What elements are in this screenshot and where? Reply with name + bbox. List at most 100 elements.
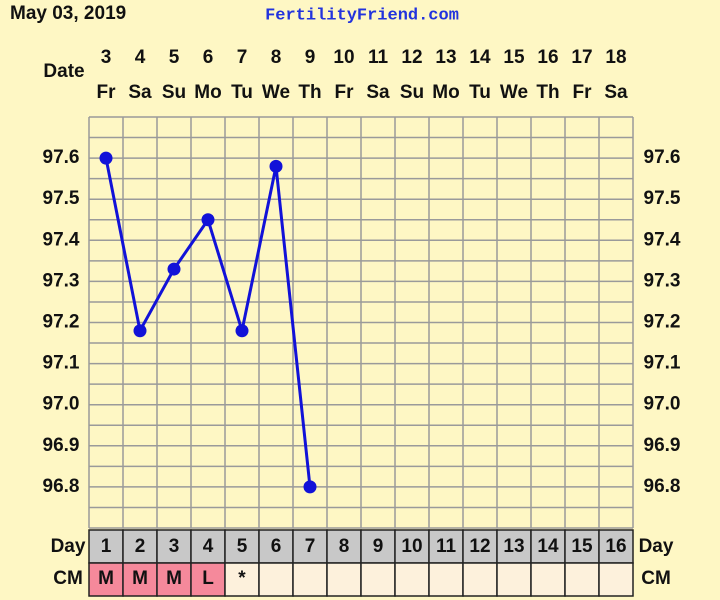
- day-number: 5: [237, 536, 248, 557]
- weekday-label: Sa: [604, 82, 628, 103]
- cm-cell: [428, 562, 464, 597]
- day-cell: [122, 529, 158, 564]
- day-number: 6: [271, 536, 282, 557]
- date-label: 17: [571, 47, 592, 68]
- cm-cell: [224, 562, 260, 597]
- day-label: Day: [639, 536, 674, 557]
- temperature-point: [201, 213, 215, 227]
- day-number: 9: [373, 536, 384, 557]
- cm-value: *: [238, 568, 246, 589]
- y-tick-label: 97.0: [43, 394, 80, 415]
- y-tick-label: 97.5: [644, 188, 681, 209]
- weekday-label: Mo: [432, 82, 459, 103]
- weekday-label: Tu: [469, 82, 491, 103]
- cm-cell: [258, 562, 294, 597]
- y-tick-label: 96.8: [43, 476, 80, 497]
- weekday-label: Tu: [231, 82, 253, 103]
- chart-title: May 03, 2019: [10, 3, 126, 24]
- day-number: 12: [469, 536, 490, 557]
- weekday-label: Su: [162, 82, 186, 103]
- date-label: 10: [333, 47, 354, 68]
- weekday-label: Sa: [366, 82, 390, 103]
- cm-value: M: [98, 568, 114, 589]
- weekday-label: Th: [298, 82, 321, 103]
- y-tick-label: 97.3: [43, 270, 80, 291]
- date-label: 3: [101, 47, 112, 68]
- y-tick-label: 96.9: [43, 435, 80, 456]
- date-label: 5: [169, 47, 180, 68]
- weekday-label: Fr: [573, 82, 593, 103]
- cm-label: CM: [641, 568, 671, 589]
- temperature-point: [269, 159, 283, 173]
- weekday-label: Mo: [194, 82, 221, 103]
- day-number: 1: [101, 536, 112, 557]
- day-number: 2: [135, 536, 146, 557]
- day-number: 16: [605, 536, 626, 557]
- cm-cell: [530, 562, 566, 597]
- date-label: 12: [401, 47, 422, 68]
- cm-cell: [394, 562, 430, 597]
- date-label: 13: [435, 47, 456, 68]
- y-tick-label: 97.6: [644, 147, 681, 168]
- y-tick-label: 97.4: [644, 229, 681, 250]
- site-name: FertilityFriend.com: [265, 6, 459, 25]
- temperature-point: [99, 151, 113, 165]
- weekday-label: Th: [536, 82, 559, 103]
- temperature-point: [303, 480, 317, 494]
- cm-value: M: [132, 568, 148, 589]
- temperature-point: [235, 324, 249, 338]
- cm-cell: [292, 562, 328, 597]
- y-tick-label: 96.9: [644, 435, 681, 456]
- weekday-label: Fr: [335, 82, 355, 103]
- day-number: 14: [537, 536, 559, 557]
- y-tick-label: 97.1: [43, 353, 80, 374]
- temperature-point: [133, 324, 147, 338]
- date-label: 15: [503, 47, 525, 68]
- weekday-label: We: [500, 82, 528, 103]
- day-cell: [598, 529, 634, 564]
- cm-cell: [190, 562, 226, 597]
- day-number: 11: [436, 536, 457, 557]
- date-label: 7: [237, 47, 248, 68]
- y-tick-label: 97.3: [644, 270, 681, 291]
- cm-value: L: [202, 568, 214, 589]
- day-cell: [360, 529, 396, 564]
- day-number: 10: [401, 536, 422, 557]
- y-tick-label: 97.4: [43, 229, 80, 250]
- day-label: Day: [51, 536, 86, 557]
- y-tick-label: 97.5: [43, 188, 80, 209]
- date-label: 14: [469, 47, 491, 68]
- date-label: 9: [305, 47, 316, 68]
- cm-cell: [326, 562, 362, 597]
- date-label: Date: [43, 61, 84, 82]
- weekday-label: Fr: [97, 82, 117, 103]
- date-label: 16: [537, 47, 558, 68]
- day-cell: [258, 529, 294, 564]
- y-tick-label: 97.6: [43, 147, 80, 168]
- date-label: 18: [605, 47, 626, 68]
- date-label: 6: [203, 47, 214, 68]
- cm-cell: [360, 562, 396, 597]
- date-label: 4: [135, 47, 146, 68]
- date-label: 8: [271, 47, 282, 68]
- day-number: 3: [169, 536, 180, 557]
- day-number: 15: [571, 536, 593, 557]
- y-tick-label: 97.1: [644, 353, 681, 374]
- y-tick-label: 96.8: [644, 476, 681, 497]
- day-cell: [564, 529, 600, 564]
- y-tick-label: 97.2: [43, 312, 80, 333]
- cm-cell: [564, 562, 600, 597]
- cm-label: CM: [53, 568, 83, 589]
- cm-cell: [496, 562, 532, 597]
- cm-value: M: [166, 568, 182, 589]
- date-label: 11: [368, 47, 389, 68]
- day-number: 4: [203, 536, 214, 557]
- y-tick-label: 97.2: [644, 312, 681, 333]
- weekday-label: Su: [400, 82, 424, 103]
- day-number: 13: [503, 536, 524, 557]
- day-cell: [88, 529, 124, 564]
- cm-cell: [122, 562, 158, 597]
- y-tick-label: 97.0: [644, 394, 681, 415]
- day-number: 7: [305, 536, 316, 557]
